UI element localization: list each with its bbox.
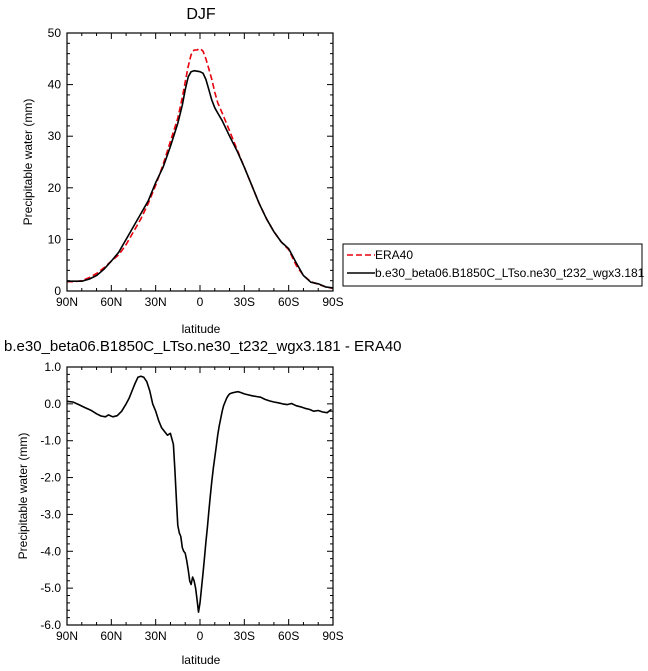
top-xtick-label: 60S <box>278 295 299 309</box>
top-series-line-0 <box>67 47 334 290</box>
bottom-ytick-label: -6.0 <box>40 618 61 632</box>
bottom-chart-title: b.e30_beta06.B1850C_LTso.ne30_t232_wgx3.… <box>4 338 402 355</box>
top-ytick-label: 40 <box>48 78 62 92</box>
bottom-ytick-label: -2.0 <box>40 471 61 485</box>
top-ytick-label: 50 <box>48 26 62 40</box>
bottom-ytick-label: -1.0 <box>40 434 61 448</box>
top-y-axis-label: Precipitable water (mm) <box>21 99 35 226</box>
bottom-y-axis-label: Precipitable water (mm) <box>16 433 30 560</box>
bottom-ytick-label: -5.0 <box>40 581 61 595</box>
bottom-axis-ticks: 90N 60N 30N 0 30S 60S 90S 1.0 0.0 -1.0 -2.0 -3.0 -4.… <box>40 360 343 643</box>
bottom-xtick-label: 90S <box>322 629 343 643</box>
bottom-xtick-label: 60S <box>278 629 299 643</box>
legend: ERA40 b.e30_beta06.B1850C_LTso.ne30_t232… <box>342 243 645 287</box>
top-xtick-label: 90S <box>322 295 343 309</box>
bottom-series-lines <box>66 375 332 613</box>
top-xtick-label: 30N <box>145 295 167 309</box>
top-panel: DJF Precipitable water (mm) latitude 90N… <box>21 6 344 336</box>
bottom-ytick-label: 0.0 <box>44 397 61 411</box>
top-ytick-label: 10 <box>48 232 62 246</box>
legend-model-label: b.e30_beta06.B1850C_LTso.ne30_t232_wgx3.… <box>375 266 645 280</box>
top-series-line-1 <box>67 69 334 289</box>
bottom-xtick-label: 30S <box>234 629 255 643</box>
bottom-series-line-0 <box>66 375 332 613</box>
bottom-ytick-label: 1.0 <box>44 360 61 374</box>
top-chart-title: DJF <box>186 6 216 23</box>
bottom-ytick-label: -3.0 <box>40 507 61 521</box>
top-x-axis-label: latitude <box>182 322 221 336</box>
top-plot-frame <box>66 32 334 292</box>
top-xtick-label: 30S <box>234 295 255 309</box>
top-xtick-label: 60N <box>100 295 122 309</box>
bottom-x-axis-label: latitude <box>182 653 221 667</box>
top-series-lines <box>67 47 334 290</box>
bottom-panel: b.e30_beta06.B1850C_LTso.ne30_t232_wgx3.… <box>4 338 402 667</box>
legend-era40-label: ERA40 <box>375 248 413 262</box>
top-axis-ticks: 90N 60N 30N 0 30S 60S 90S 0 10 20 30 40 50 <box>48 26 344 309</box>
bottom-ytick-label: -4.0 <box>40 544 61 558</box>
bottom-xtick-label: 0 <box>197 629 204 643</box>
legend-box <box>342 243 643 287</box>
bottom-xtick-label: 90N <box>56 629 78 643</box>
bottom-xtick-label: 60N <box>100 629 122 643</box>
bottom-xtick-label: 30N <box>145 629 167 643</box>
top-ytick-label: 0 <box>54 284 61 298</box>
top-xtick-label: 0 <box>197 295 204 309</box>
top-ytick-label: 20 <box>48 181 62 195</box>
bottom-plot-frame <box>66 366 334 626</box>
top-ytick-label: 30 <box>48 129 62 143</box>
top-xtick-label: 90N <box>56 295 78 309</box>
